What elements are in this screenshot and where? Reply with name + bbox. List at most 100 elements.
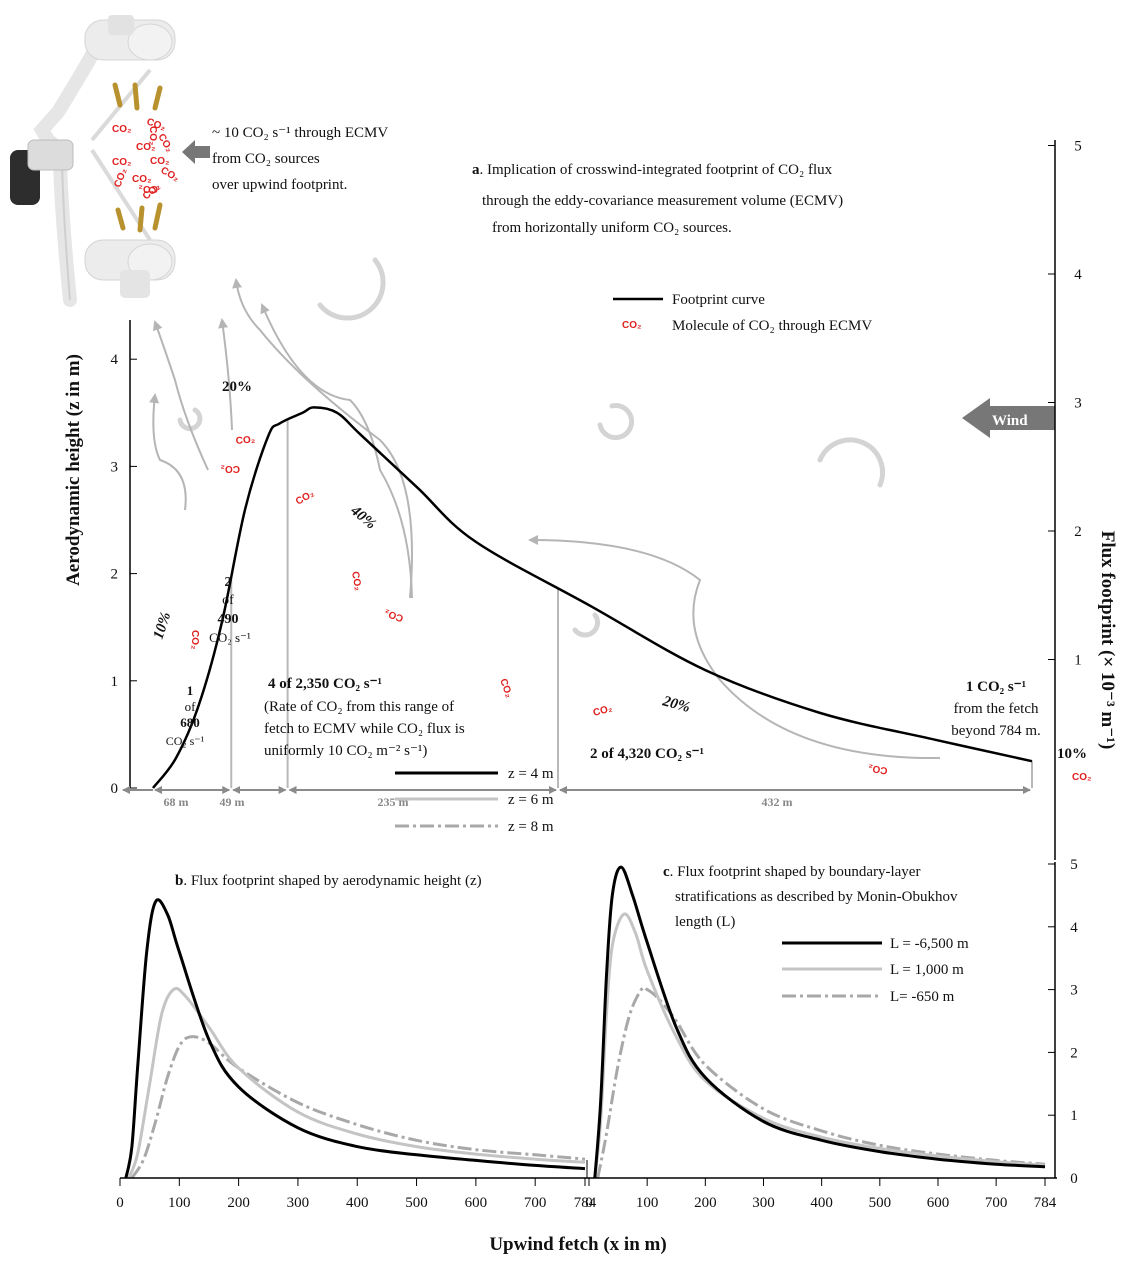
bottom-x-axis: 0 100 200 300 400 500 600 700 784 0 100 200 300 400 5…: [116, 1177, 1057, 1255]
co2-molecule-icon: CO₂: [497, 677, 514, 699]
svg-text:CO₂ s⁻¹: CO₂ s⁻¹: [166, 734, 205, 748]
co2-molecule-icon: CO₂: [136, 142, 155, 153]
panel-b-x-tick-label: 500: [405, 1195, 428, 1211]
panel-a-legend: Footprint curve CO₂ Molecule of CO₂ thro…: [613, 292, 872, 334]
sensor-note-line-1: ~ 10 CO₂ s⁻¹ through ECMV: [212, 125, 388, 141]
share-4: 20%: [660, 693, 692, 716]
segment-3-distance: 235 m: [378, 795, 409, 809]
panel-b-series-3: [130, 1035, 586, 1179]
right-tick-label: 3: [1074, 396, 1082, 412]
sensor-note-arrow-icon: [182, 140, 210, 164]
bottom-right-tick-label: 1: [1070, 1108, 1078, 1124]
co2-molecule-icon: CO₂: [294, 488, 316, 507]
svg-text:(Rate of CO₂ from this range o: (Rate of CO₂ from this range of: [264, 699, 454, 715]
co2-molecule-icon: CO₂: [867, 762, 888, 776]
svg-text:c. Flux footprint shaped by bo: c. Flux footprint shaped by boundary-lay…: [663, 864, 920, 880]
legend-l-650: L= -650 m: [890, 989, 955, 1005]
right-axis-label: Flux footprint (× 10⁻³ m⁻¹): [1097, 531, 1118, 750]
panel-c-plot: [593, 865, 1046, 1179]
panel-c-title: c. Flux footprint shaped by boundary-lay…: [663, 864, 958, 930]
fetch-distance-markers: 68 m 49 m 235 m 432 m: [122, 786, 1031, 809]
legend-z8: z = 8 m: [508, 819, 554, 835]
co2-molecule-icon: CO₂: [235, 434, 255, 447]
panel-b-x-tick-label: 200: [227, 1195, 250, 1211]
co2-molecule-icon: CO₂: [383, 607, 405, 624]
segment-4-distance: 432 m: [762, 795, 793, 809]
co2-molecule-icon: CO₂: [1072, 772, 1091, 783]
panel-b-x-tick-label: 700: [524, 1195, 547, 1211]
bottom-right-tick-label: 3: [1070, 983, 1078, 999]
co2-molecule-icon: CO₂: [132, 174, 151, 185]
wind-label: Wind: [992, 413, 1028, 429]
panel-a-left-axis: 0 1 2 3 4 Aerodynamic height (z in m): [63, 320, 137, 797]
left-tick-label: 1: [111, 674, 119, 690]
share-1: 10%: [151, 610, 175, 641]
panel-b-title: b. Flux footprint shaped by aerodynamic …: [175, 873, 482, 889]
panel-b-series-2: [127, 986, 586, 1179]
segment-2-distance: 49 m: [220, 795, 245, 809]
co2-molecule-icon: CO₂: [112, 167, 129, 189]
segment-3-rate: 4 of 2,350 CO₂ s⁻¹ (Rate of CO₂ from thi…: [264, 676, 465, 759]
panel-a-right-axis: 1 2 3 4 5 Flux footprint (× 10⁻³ m⁻¹): [1048, 139, 1118, 788]
sensor-note: ~ 10 CO₂ s⁻¹ through ECMV from CO₂ sourc…: [182, 125, 388, 193]
panel-c-x-tick-label: 700: [985, 1195, 1008, 1211]
panel-b-x-tick-label: 784: [574, 1195, 597, 1211]
segment-1-rate: 1 of 680 CO₂ s⁻¹: [166, 683, 205, 748]
svg-text:a. Implication of crosswind-in: a. Implication of crosswind-integrated f…: [472, 162, 833, 178]
share-2: 20%: [222, 379, 252, 395]
co2-molecule-icon: CO₂: [112, 124, 131, 135]
co2-molecule-icon: CO₂: [592, 703, 614, 719]
bottom-right-tick-label: 5: [1070, 857, 1078, 873]
panel-b-x-tick-label: 400: [346, 1195, 369, 1211]
co2-molecule-icon: CO₂: [139, 183, 158, 194]
svg-text:from the fetch: from the fetch: [954, 701, 1039, 717]
co2-molecule-icon: CO₂: [349, 571, 363, 592]
legend-footprint-curve: Footprint curve: [672, 292, 765, 308]
svg-text:490: 490: [218, 612, 239, 627]
svg-text:uniformly 10 CO₂ m⁻² s⁻¹): uniformly 10 CO₂ m⁻² s⁻¹): [264, 743, 427, 759]
svg-text:fetch to ECMV while CO₂ flux i: fetch to ECMV while CO₂ flux is: [264, 721, 465, 737]
svg-text:of: of: [185, 699, 197, 714]
svg-text:4 of 2,350 CO₂ s⁻¹: 4 of 2,350 CO₂ s⁻¹: [268, 676, 382, 692]
svg-text:stratifications as described b: stratifications as described by Monin-Ob…: [675, 889, 958, 905]
panel-c-x-tick-label: 300: [752, 1195, 775, 1211]
segment-2-rate: 2 of 490 CO₂ s⁻¹: [209, 575, 251, 645]
bottom-right-tick-label: 4: [1070, 920, 1078, 936]
beyond-fetch-rate: 1 CO₂ s⁻¹ from the fetch beyond 784 m.: [951, 679, 1041, 739]
panel-a-title-line-2: through the eddy-covariance measurement …: [482, 193, 843, 209]
right-tick-label: 5: [1074, 139, 1082, 155]
wind-arrow-icon: Wind: [962, 398, 1055, 438]
footprint-segment-lines: [230, 419, 1033, 788]
panel-b-x-tick-label: 300: [287, 1195, 310, 1211]
co2-molecule-icon: CO₂: [147, 126, 158, 145]
panel-c-x-tick-label: 0: [585, 1195, 593, 1211]
legend-z4: z = 4 m: [508, 766, 554, 782]
panel-a-title-line-1: Implication of crosswind-integrated foot…: [487, 162, 833, 178]
panel-c-x-tick-label: 500: [869, 1195, 892, 1211]
svg-text:680: 680: [180, 715, 200, 730]
co2-molecule-icon: CO₂: [112, 157, 131, 168]
svg-text:1 CO₂ s⁻¹: 1 CO₂ s⁻¹: [966, 679, 1026, 695]
sensor-note-line-2: from CO₂ sources: [212, 151, 320, 167]
sensor-note-line-3: over upwind footprint.: [212, 177, 347, 193]
panel-c-series-3: [596, 985, 1046, 1179]
panel-b-series-1: [124, 898, 586, 1179]
panel-c-legend: L = -6,500 m L = 1,000 m L= -650 m: [782, 936, 969, 1005]
left-tick-label: 0: [111, 781, 119, 797]
svg-text:CO₂ s⁻¹: CO₂ s⁻¹: [209, 630, 251, 645]
co2-molecule-icon: CO₂: [189, 630, 200, 649]
left-tick-label: 4: [111, 352, 119, 368]
footprint-curve: [152, 406, 1033, 789]
svg-text:beyond 784 m.: beyond 784 m.: [951, 723, 1041, 739]
panel-b-x-tick-label: 100: [168, 1195, 191, 1211]
panel-b-legend: z = 4 m z = 6 m z = 8 m: [395, 766, 554, 835]
right-tick-label: 2: [1074, 524, 1082, 540]
panel-b-x-tick-label: 0: [116, 1195, 124, 1211]
svg-text:2: 2: [225, 575, 232, 590]
panel-c-x-tick-label: 100: [636, 1195, 659, 1211]
legend-z6: z = 6 m: [508, 792, 554, 808]
segment-4-rate: 2 of 4,320 CO₂ s⁻¹: [590, 746, 704, 762]
co2-molecule-icon: CO₂: [221, 463, 240, 474]
